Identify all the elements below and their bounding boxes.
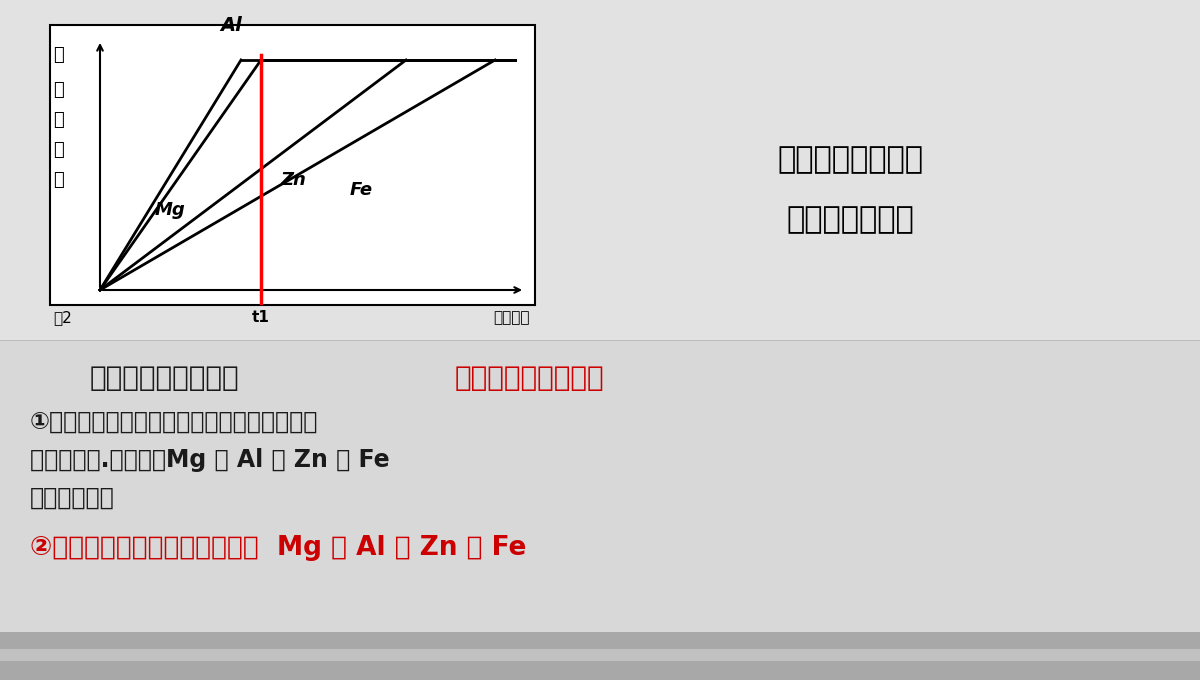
Text: t1: t1 <box>252 310 270 325</box>
Text: 氢: 氢 <box>53 46 64 64</box>
Bar <box>0 0 1200 340</box>
Text: 生成氢气质量相等，: 生成氢气质量相等， <box>455 364 605 392</box>
Text: 量: 量 <box>53 171 64 189</box>
Bar <box>0 632 1200 680</box>
Text: Mg: Mg <box>155 201 186 219</box>
Text: Zn: Zn <box>280 171 306 189</box>
Bar <box>0 649 1200 661</box>
Text: Fe: Fe <box>350 181 373 199</box>
Text: 酸均因量不足而在: 酸均因量不足而在 <box>778 146 923 175</box>
Text: 质: 质 <box>53 141 64 159</box>
Text: 反应时间: 反应时间 <box>493 310 530 325</box>
Text: 图2: 图2 <box>53 310 72 325</box>
Text: 最先被消耗完: 最先被消耗完 <box>30 486 115 510</box>
Text: ①反应时间越短，说明产生氢气的速度越快，: ①反应时间越短，说明产生氢气的速度越快， <box>30 410 318 434</box>
Text: 气: 气 <box>53 81 64 99</box>
Bar <box>50 25 535 305</box>
Text: 反应中完全消耗: 反应中完全消耗 <box>786 205 914 235</box>
Bar <box>0 0 1200 340</box>
Text: ②同一时间，产生氢气的质量：  Mg ＞ Al ＞ Zn ＞ Fe: ②同一时间，产生氢气的质量： Mg ＞ Al ＞ Zn ＞ Fe <box>30 535 527 561</box>
Text: 的: 的 <box>53 111 64 129</box>
Text: 性质越活泼.活动性：Mg ＞ Al ＞ Zn ＞ Fe: 性质越活泼.活动性：Mg ＞ Al ＞ Zn ＞ Fe <box>30 448 390 472</box>
Text: Al: Al <box>220 16 242 35</box>
Text: 酸等量、金属足量，: 酸等量、金属足量， <box>90 364 240 392</box>
